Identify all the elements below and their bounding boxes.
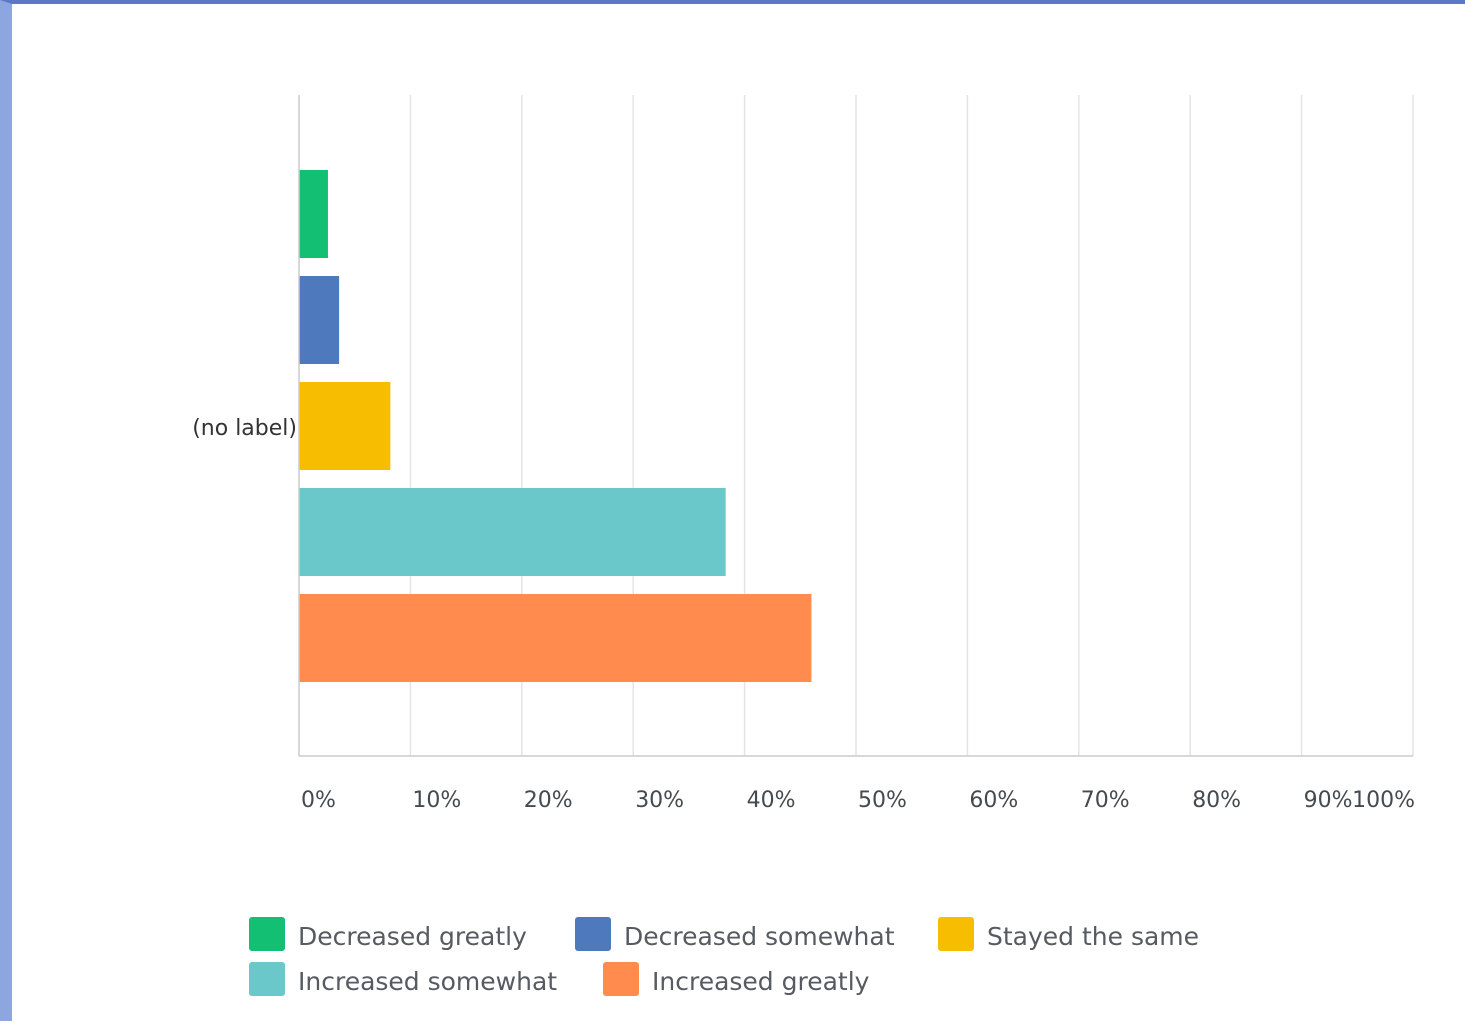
legend: Decreased greatly Decreased somewhat Staye… [249,917,1199,996]
legend-label-stayed-the-same: Stayed the same [987,922,1199,951]
axes [298,95,1413,757]
bar-decreased-greatly [299,170,328,258]
x-tick-label: 10% [412,788,461,813]
legend-label-increased-somewhat: Increased somewhat [298,967,557,996]
bar-chart: 0% 10% 20% 30% 40% 50% 60% 70% 80% 90% 100% (no la… [192,95,1415,996]
x-tick-label: 60% [969,788,1018,813]
bar-increased-greatly [299,594,812,682]
x-tick-label: 20% [524,788,573,813]
legend-swatch-decreased-greatly [249,917,285,951]
bars [299,170,812,682]
category-label: (no label) [192,416,297,441]
x-tick-label: 100% [1352,788,1415,813]
x-tick-label: 50% [858,788,907,813]
bar-increased-somewhat [299,488,726,576]
x-tick-label: 40% [747,788,796,813]
category-labels: (no label) [192,416,297,441]
x-tick-labels: 0% 10% 20% 30% 40% 50% 60% 70% 80% 90% 100% [301,788,1415,813]
legend-swatch-increased-somewhat [249,962,285,996]
x-tick-label: 0% [301,788,336,813]
legend-label-increased-greatly: Increased greatly [652,967,870,996]
x-tick-label: 90% [1304,788,1353,813]
x-tick-label: 80% [1192,788,1241,813]
bar-stayed-the-same [299,382,391,470]
x-tick-label: 70% [1081,788,1130,813]
legend-swatch-stayed-the-same [938,917,974,951]
legend-swatch-increased-greatly [603,962,639,996]
legend-label-decreased-greatly: Decreased greatly [298,922,527,951]
bar-decreased-somewhat [299,276,340,364]
x-tick-label: 30% [635,788,684,813]
gridlines [409,95,1414,756]
legend-label-decreased-somewhat: Decreased somewhat [624,922,895,951]
legend-swatch-decreased-somewhat [575,917,611,951]
